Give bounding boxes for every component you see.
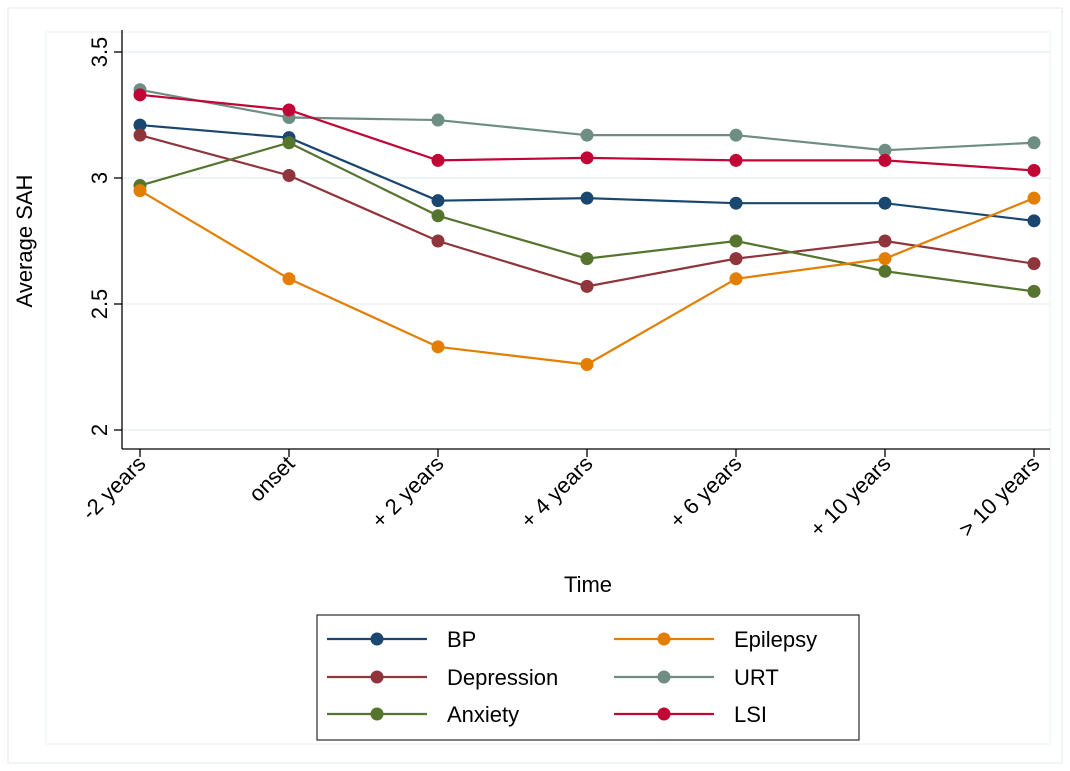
- data-point: [1027, 284, 1041, 298]
- data-point: [729, 234, 743, 248]
- data-point: [1027, 214, 1041, 228]
- series-group: [133, 83, 1041, 371]
- data-point: [878, 264, 892, 278]
- data-point: [1027, 257, 1041, 271]
- data-point: [1027, 191, 1041, 205]
- legend-swatch-marker: [370, 632, 384, 646]
- y-tick-label: 2: [87, 424, 112, 436]
- legend-swatch-marker: [370, 670, 384, 684]
- data-point: [580, 191, 594, 205]
- legend-label: BP: [447, 627, 476, 652]
- data-point: [431, 209, 445, 223]
- data-point: [580, 252, 594, 266]
- legend-label: Depression: [447, 665, 558, 690]
- y-axis-title: Average SAH: [12, 175, 37, 308]
- data-point: [878, 252, 892, 266]
- data-point: [580, 357, 594, 371]
- data-point: [1027, 163, 1041, 177]
- data-point: [133, 118, 147, 132]
- legend-label: Anxiety: [447, 702, 519, 727]
- data-point: [133, 88, 147, 102]
- gridlines: [122, 51, 1050, 431]
- data-point: [729, 252, 743, 266]
- y-tick-label: 3.5: [87, 37, 112, 68]
- data-point: [580, 128, 594, 142]
- data-point: [729, 128, 743, 142]
- data-point: [133, 184, 147, 198]
- data-point: [580, 279, 594, 293]
- data-point: [431, 153, 445, 167]
- data-point: [729, 153, 743, 167]
- data-point: [282, 103, 296, 117]
- legend-label: LSI: [734, 702, 767, 727]
- data-point: [580, 151, 594, 165]
- data-point: [282, 168, 296, 182]
- y-tick-label: 2.5: [87, 289, 112, 320]
- data-point: [1027, 136, 1041, 150]
- data-point: [878, 196, 892, 210]
- data-point: [431, 340, 445, 354]
- data-point: [878, 234, 892, 248]
- legend-swatch-marker: [370, 707, 384, 721]
- data-point: [133, 128, 147, 142]
- legend-swatch-marker: [657, 632, 671, 646]
- legend-swatch-marker: [657, 670, 671, 684]
- data-point: [282, 136, 296, 150]
- data-point: [431, 234, 445, 248]
- data-point: [431, 113, 445, 127]
- legend-swatch-marker: [657, 707, 671, 721]
- legend: BP Depression Anxiety Epilepsy URT LSI: [316, 614, 860, 741]
- legend-label: URT: [734, 665, 779, 690]
- data-point: [878, 143, 892, 157]
- x-axis-title: Time: [564, 572, 612, 597]
- legend-label: Epilepsy: [734, 627, 817, 652]
- data-point: [729, 196, 743, 210]
- data-point: [878, 153, 892, 167]
- y-tick-label: 3: [87, 172, 112, 184]
- data-point: [729, 272, 743, 286]
- data-point: [431, 194, 445, 208]
- data-point: [282, 272, 296, 286]
